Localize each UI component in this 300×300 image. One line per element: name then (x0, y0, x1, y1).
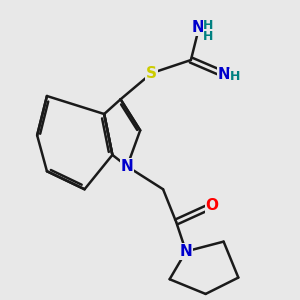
Text: N: N (180, 244, 192, 259)
Text: N: N (218, 67, 230, 82)
Text: N: N (191, 20, 204, 35)
Text: H: H (230, 70, 240, 83)
Text: H: H (203, 30, 214, 43)
Text: N: N (121, 159, 134, 174)
Text: O: O (206, 198, 219, 213)
Text: H: H (203, 19, 214, 32)
Text: S: S (146, 66, 157, 81)
